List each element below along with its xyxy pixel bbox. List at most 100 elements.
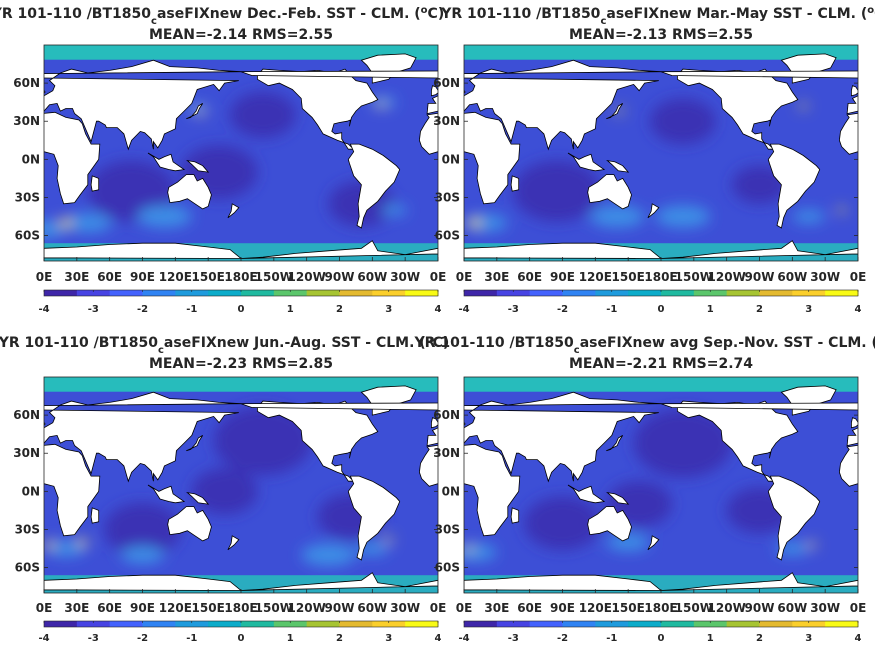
x-tick-label: 30W xyxy=(390,270,420,284)
y-tick-label: 30N xyxy=(433,114,460,128)
x-tick-label: 120W xyxy=(708,601,746,615)
hot-anomaly-2 xyxy=(384,537,394,543)
colorbar-swatch xyxy=(825,290,859,296)
land-antarctica-wrap xyxy=(240,572,438,593)
x-tick-label: 180E xyxy=(644,270,677,284)
colorbar-swatch xyxy=(628,290,662,296)
colorbar-tick-label: -4 xyxy=(458,304,469,315)
arctic-band xyxy=(44,377,438,392)
x-tick-label: 90E xyxy=(550,601,575,615)
land-australia xyxy=(167,174,212,210)
x-tick-label: 120E xyxy=(159,270,192,284)
colorbar-swatch xyxy=(142,621,176,627)
x-tick-label: 60E xyxy=(97,270,122,284)
x-tick-label: 30E xyxy=(484,601,509,615)
x-tick-label: 150E xyxy=(192,601,225,615)
colorbar-swatch xyxy=(273,290,308,296)
land-eurasia-wrap xyxy=(240,70,438,115)
x-tick-label: 180E xyxy=(644,601,677,615)
colorbar-swatch xyxy=(661,621,695,627)
y-tick-label: 60S xyxy=(15,229,40,243)
land-eurasia xyxy=(464,59,662,151)
colorbar-swatch xyxy=(273,621,308,627)
sst-panel-mam: YR 101-110 /BT1850caseFIXnew Mar.-May SS… xyxy=(433,5,875,316)
cool-anomaly-1 xyxy=(524,496,601,550)
colorbar-swatch xyxy=(142,290,176,296)
land-indonesia xyxy=(147,152,186,172)
colorbar-swatch xyxy=(208,290,242,296)
colorbar: -4 -3 -2 -1 0 1 2 3 4 xyxy=(38,289,442,315)
colorbar: -4 -3 -2 -1 0 1 2 3 4 xyxy=(458,620,862,644)
y-tick-label: 30S xyxy=(435,190,460,204)
colorbar-tick-label: 1 xyxy=(287,304,294,315)
x-tick-label: 180E xyxy=(224,270,257,284)
colorbar-swatch xyxy=(76,290,111,296)
warm-anomaly-2 xyxy=(120,545,165,564)
land-newGuinea xyxy=(186,159,210,173)
warm-anomaly-2 xyxy=(655,205,711,228)
y-tick-label: 60S xyxy=(435,229,460,243)
colorbar-tick-label: -4 xyxy=(458,633,469,644)
x-tick-label: 0E xyxy=(456,270,473,284)
y-tick-label: 30S xyxy=(15,522,40,536)
panel-subtitle: MEAN=-2.23 RMS=2.85 xyxy=(149,356,333,372)
x-tick-label: 30E xyxy=(64,270,89,284)
colorbar-swatch xyxy=(306,621,340,627)
land-africa xyxy=(44,443,101,537)
hot-anomaly-1 xyxy=(807,542,817,548)
land-madagascar xyxy=(510,507,520,524)
x-tick-label: 60E xyxy=(517,601,542,615)
land-japan xyxy=(606,103,624,120)
warm-anomaly-0 xyxy=(464,543,497,562)
x-tick-label: 150E xyxy=(612,270,645,284)
colorbar: -4 -3 -2 -1 0 1 2 3 4 xyxy=(458,289,862,315)
colorbar-swatch xyxy=(825,621,859,627)
colorbar-tick-label: 1 xyxy=(707,304,714,315)
land-indonesia xyxy=(567,484,606,504)
land-uk-wrap xyxy=(851,85,858,97)
x-tick-label: 60W xyxy=(357,601,387,615)
colorbar-swatch xyxy=(595,621,629,627)
x-tick-label: 120W xyxy=(288,270,326,284)
colorbar-tick-label: 4 xyxy=(855,633,862,644)
arctic-band xyxy=(464,45,858,60)
colorbar-tick-label: 0 xyxy=(238,633,245,644)
colorbar-swatch xyxy=(76,621,111,627)
land-newZealand xyxy=(647,203,660,219)
land-africa xyxy=(464,111,521,205)
sst-field xyxy=(464,377,858,593)
cool-anomaly-1 xyxy=(513,160,601,222)
arctic-band xyxy=(464,377,858,392)
land-antarctica-wrap xyxy=(660,240,858,261)
land-indonesia xyxy=(567,152,606,172)
land-madagascar xyxy=(510,175,520,192)
y-tick-label: 30N xyxy=(13,446,40,460)
cool-anomaly-0 xyxy=(633,408,733,478)
cool-anomaly-0 xyxy=(230,92,296,138)
colorbar-tick-label: 4 xyxy=(855,304,862,315)
warm-anomaly-0 xyxy=(46,540,86,557)
x-tick-label: 90W xyxy=(745,270,775,284)
colorbar-swatch xyxy=(405,621,439,627)
colorbar-swatch xyxy=(109,621,143,627)
land-madagascar xyxy=(90,507,100,524)
panel-title: YR 101-110 /BT1850caseFIXnew Jun.-Aug. S… xyxy=(0,334,449,356)
colorbar-tick-label: 3 xyxy=(805,633,812,644)
colorbar-swatch xyxy=(241,621,275,627)
warm-anomaly-3 xyxy=(301,543,356,566)
colorbar-swatch xyxy=(372,621,406,627)
x-tick-label: 90W xyxy=(325,270,355,284)
land-southAmerica xyxy=(767,475,821,561)
x-tick-label: 150W xyxy=(675,270,713,284)
panel-subtitle: MEAN=-2.21 RMS=2.74 xyxy=(569,356,753,372)
colorbar-swatch xyxy=(496,621,531,627)
x-tick-label: 0E xyxy=(850,270,867,284)
panel-title: YR 101-110 /BT1850caseFIXnew Dec.-Feb. S… xyxy=(0,5,444,27)
colorbar-tick-label: 4 xyxy=(435,633,442,644)
y-tick-label: 60S xyxy=(15,561,40,575)
hot-anomaly-2 xyxy=(468,219,482,227)
x-tick-label: 30W xyxy=(810,601,840,615)
x-tick-label: 90E xyxy=(130,601,155,615)
y-tick-label: 60N xyxy=(13,408,40,422)
colorbar-tick-label: -2 xyxy=(557,304,568,315)
